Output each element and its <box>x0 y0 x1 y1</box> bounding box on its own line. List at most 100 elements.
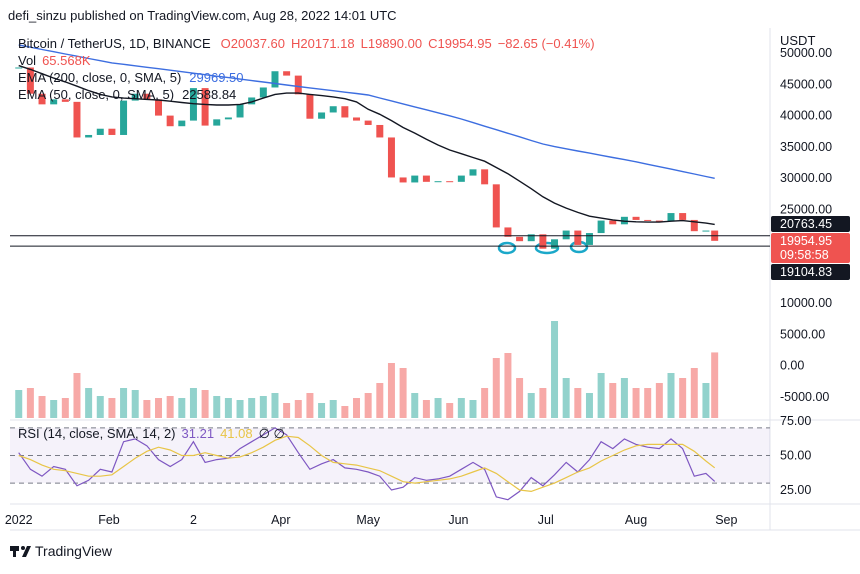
candle <box>702 230 710 232</box>
candle <box>690 219 698 232</box>
volume-bar <box>306 393 314 418</box>
legend-ema: EMA (200, close, 0, SMA, 5) 29969.50 <box>18 70 244 85</box>
legend-text: 31.21 <box>182 426 215 441</box>
candle <box>539 234 547 249</box>
y-tick-label: 50000.00 <box>780 46 832 60</box>
volume-bar <box>376 383 384 418</box>
candle <box>632 216 640 220</box>
volume-bar <box>131 390 139 418</box>
volume-bar <box>492 358 500 418</box>
price-tag <box>771 216 850 232</box>
volume-bar <box>271 393 279 418</box>
legend-title: Bitcoin / TetherUS, 1D, BINANCE O20037.60… <box>18 36 595 51</box>
volume-bar <box>50 400 58 418</box>
legend-text: H20171.18 <box>291 36 355 51</box>
volume-bar <box>481 388 489 418</box>
candle <box>61 99 69 102</box>
volume-bar <box>562 378 570 418</box>
candle <box>574 230 582 245</box>
volume-bar <box>504 353 512 418</box>
panes <box>10 28 860 531</box>
volume-bar <box>166 396 174 418</box>
candle <box>364 120 372 125</box>
volume-bar <box>283 403 291 418</box>
volume-bar <box>213 396 221 418</box>
legend-text: EMA (50, close, 0, SMA, 5) <box>18 87 174 102</box>
rsi-line <box>18 435 716 493</box>
candle <box>15 67 23 69</box>
volume-bar <box>551 321 559 418</box>
legend-ema: EMA (50, close, 0, SMA, 5) 22588.84 <box>18 87 236 102</box>
y-tick-label: 0.00 <box>780 359 804 373</box>
x-tick-label: Apr <box>271 513 290 527</box>
candle <box>551 239 559 249</box>
logo <box>13 546 16 557</box>
legend-text: 22588.84 <box>182 87 236 102</box>
volume-bar <box>399 368 407 418</box>
x-tick-label: Aug <box>625 513 647 527</box>
volume-bar <box>318 403 326 418</box>
volume-bar <box>585 393 593 418</box>
candle <box>353 117 361 121</box>
candle <box>597 220 605 234</box>
rsi-tick-label: 50.00 <box>780 448 811 462</box>
volume-bar <box>248 398 256 418</box>
header: defi_sinzu published on TradingView.com,… <box>8 8 397 23</box>
candle <box>96 128 104 135</box>
volume-bar <box>597 373 605 418</box>
footer: TradingView <box>35 543 113 559</box>
volume-bar <box>259 396 267 418</box>
circle <box>497 241 517 255</box>
candle <box>120 100 128 135</box>
volume-bar <box>667 373 675 418</box>
volume-bar <box>85 388 93 418</box>
footer-logo <box>10 546 31 557</box>
candle <box>131 93 139 101</box>
logo <box>22 546 31 557</box>
volume-bar <box>609 383 617 418</box>
candle <box>38 93 46 105</box>
x-tick-label: May <box>356 513 380 527</box>
candle <box>399 177 407 183</box>
candle <box>166 115 174 127</box>
candle <box>341 106 349 118</box>
volume-bar <box>155 398 162 418</box>
volume-bar <box>539 388 547 418</box>
y-tick-label: 40000.00 <box>780 109 832 123</box>
volume-bar <box>178 398 186 418</box>
rsi-tick-label: 25.00 <box>780 483 811 497</box>
y-tick-label: -5000.00 <box>780 390 829 404</box>
y-tick-label: 25000.00 <box>780 202 832 216</box>
candle <box>457 175 465 182</box>
axis-unit: USDT <box>780 33 815 48</box>
x-tick-label: Feb <box>98 513 120 527</box>
volume-bar <box>15 390 23 418</box>
candle <box>294 75 302 95</box>
volume-bar <box>446 403 454 418</box>
volume-bar <box>341 406 349 418</box>
legend-text: Bitcoin / TetherUS, 1D, BINANCE <box>18 36 211 51</box>
candle <box>422 175 430 182</box>
volume-bar <box>294 400 302 418</box>
candle <box>236 104 244 118</box>
candle <box>609 220 617 225</box>
volume-bar <box>329 400 337 418</box>
candle <box>306 94 314 119</box>
candle <box>376 124 384 138</box>
candle <box>411 175 419 183</box>
candle <box>655 220 663 222</box>
legend-text: ∅ ∅ <box>259 426 285 441</box>
volume-bar <box>96 396 104 418</box>
legend-text: Vol <box>18 53 36 68</box>
volume-bar <box>61 398 69 418</box>
candle <box>504 227 512 237</box>
y-tick-label: 10000.00 <box>780 296 832 310</box>
volume-bar <box>224 398 232 418</box>
candle <box>469 169 477 176</box>
volume-bar <box>353 398 361 418</box>
candle <box>446 181 454 183</box>
candle <box>50 99 58 105</box>
legend-text: L19890.00 <box>361 36 422 51</box>
legend-text: 29969.50 <box>189 70 243 85</box>
